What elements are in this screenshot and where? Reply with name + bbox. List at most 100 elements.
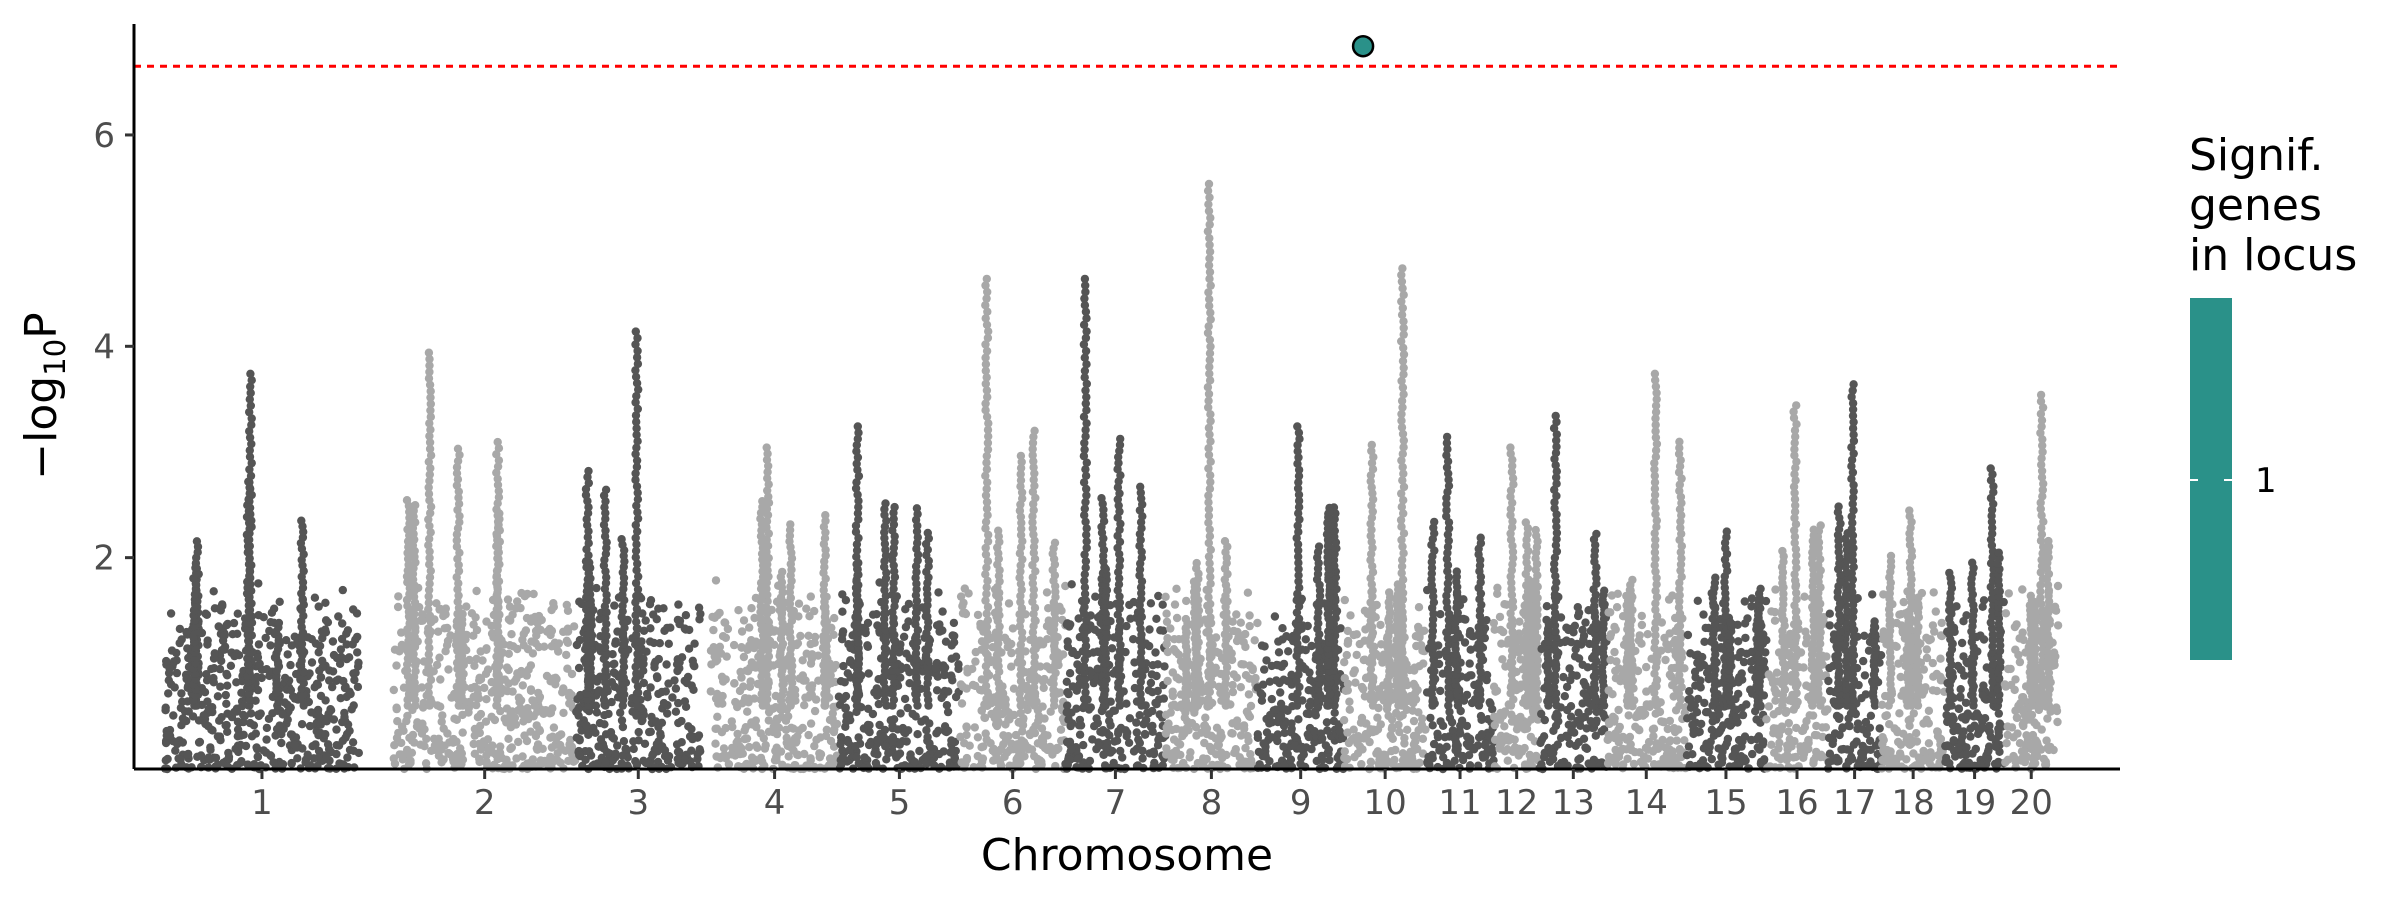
snp-point — [853, 434, 862, 444]
snp-point — [1013, 746, 1023, 755]
snp-point — [634, 727, 643, 737]
snp-point — [1162, 744, 1171, 753]
snp-point — [424, 682, 433, 691]
snp-point — [1216, 728, 1225, 737]
snp-point — [444, 665, 453, 674]
snp-point — [425, 496, 434, 505]
snp-point — [447, 693, 456, 702]
snp-point — [1301, 635, 1311, 644]
snp-point — [417, 729, 427, 738]
snp-point — [956, 732, 965, 741]
snp-point — [494, 493, 504, 502]
snp-point — [393, 717, 402, 726]
snp-point — [496, 742, 505, 751]
snp-point — [632, 456, 642, 465]
snp-point — [1080, 274, 1090, 284]
snp-point — [962, 723, 971, 732]
snp-point — [739, 682, 748, 691]
snp-point — [1159, 626, 1168, 635]
snp-point — [745, 742, 754, 752]
snp-point — [1016, 451, 1026, 461]
snp-point — [425, 444, 435, 454]
snp-point — [646, 624, 655, 633]
snp-point — [233, 717, 243, 726]
snp-point — [888, 689, 897, 699]
snp-point — [689, 660, 698, 670]
snp-point — [1033, 739, 1043, 748]
snp-point — [393, 602, 403, 612]
snp-point — [1039, 683, 1048, 693]
snp-point — [282, 636, 291, 645]
snp-point — [1050, 538, 1060, 547]
snp-point — [259, 613, 268, 622]
snp-point — [733, 729, 742, 739]
snp-point — [487, 712, 496, 721]
snp-point — [565, 740, 574, 749]
snp-point — [417, 610, 427, 619]
snp-point — [406, 756, 415, 765]
snp-point — [664, 679, 673, 688]
snp-point — [852, 447, 861, 456]
snp-point — [800, 701, 809, 710]
snp-point — [390, 759, 400, 768]
snp-point — [734, 606, 743, 615]
snp-point — [917, 717, 926, 726]
snp-point — [1261, 752, 1270, 761]
snp-point — [1306, 675, 1315, 685]
snp-point — [426, 528, 435, 537]
snp-point — [1092, 714, 1101, 723]
snp-point — [633, 333, 642, 343]
snp-point — [632, 701, 642, 710]
snp-point — [232, 707, 242, 716]
snp-point — [854, 428, 863, 437]
snp-point — [1199, 754, 1208, 763]
snp-point — [632, 617, 641, 626]
snp-point — [178, 738, 187, 747]
snp-point — [425, 476, 434, 486]
snp-point — [838, 752, 847, 762]
snp-point — [650, 663, 659, 672]
snp-point — [837, 760, 846, 769]
snp-point — [1067, 580, 1076, 589]
snp-point — [1007, 662, 1016, 671]
snp-point — [472, 586, 481, 596]
snp-point — [545, 709, 554, 718]
snp-point — [326, 706, 336, 715]
snp-point — [634, 688, 643, 697]
snp-point — [253, 653, 263, 662]
snp-point — [245, 489, 254, 498]
snp-point — [1303, 621, 1312, 631]
snp-point — [191, 563, 200, 572]
snp-point — [524, 709, 534, 718]
snp-point — [280, 673, 290, 683]
snp-point — [951, 692, 961, 702]
snp-point — [1063, 619, 1072, 628]
snp-point — [911, 614, 921, 623]
snp-point — [495, 509, 504, 518]
snp-point — [582, 587, 592, 596]
snp-point — [209, 678, 218, 687]
snp-point — [259, 746, 268, 755]
snp-point — [868, 709, 878, 719]
snp-point — [523, 589, 532, 599]
snp-point — [283, 650, 292, 659]
snp-point — [942, 701, 952, 710]
snp-point — [493, 437, 502, 447]
snp-point — [425, 534, 434, 543]
snp-point — [594, 742, 603, 751]
snp-point — [829, 702, 838, 712]
snp-point — [469, 631, 478, 640]
snp-point — [799, 676, 808, 685]
snp-point — [425, 438, 435, 447]
snp-point — [639, 666, 648, 675]
snp-point — [1097, 494, 1106, 503]
snp-point — [900, 694, 910, 704]
snp-point — [693, 749, 702, 759]
snp-point — [1314, 542, 1324, 551]
snp-point — [452, 469, 462, 478]
snp-point — [1274, 648, 1284, 657]
snp-point — [274, 618, 284, 628]
snp-point — [171, 746, 180, 755]
snp-point — [663, 623, 672, 633]
snp-point — [1232, 610, 1241, 619]
